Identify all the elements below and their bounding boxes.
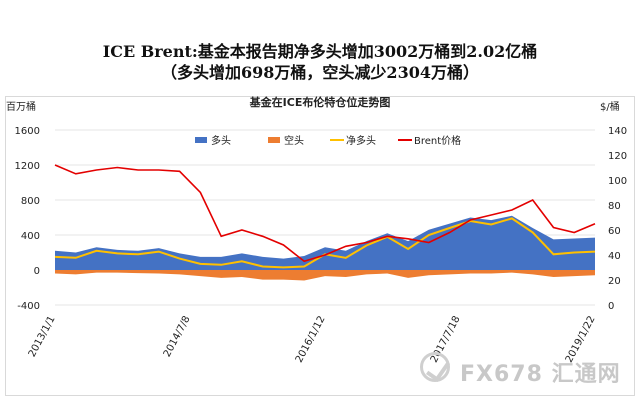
legend-swatch: [195, 137, 207, 143]
headline-line-2: （多头增加698万桶，空头减少2304万桶）: [161, 63, 479, 82]
right-tick-label: 140: [608, 126, 627, 137]
legend: 多头 空头 净多头 Brent价格: [195, 134, 461, 147]
watermark-logo-icon: [420, 352, 450, 382]
right-axis-unit: $/桶: [600, 100, 620, 113]
right-tick-label: 40: [608, 251, 621, 262]
right-tick-label: 20: [608, 276, 621, 287]
left-tick-label: 400: [21, 231, 40, 242]
legend-label: 多头: [211, 134, 231, 147]
left-axis-unit: 百万桶: [6, 100, 36, 113]
brent-price-line: [54, 164, 596, 263]
headline-line-1: ICE Brent:基金本报告期净多头增加3002万桶到2.02亿桶: [102, 42, 538, 61]
legend-swatch: [268, 137, 280, 143]
right-tick-label: 80: [608, 201, 621, 212]
long-position-area: [55, 215, 595, 270]
left-tick-label: 0: [34, 266, 40, 277]
legend-label: 净多头: [346, 134, 376, 147]
right-tick-label: 100: [608, 176, 627, 187]
right-tick-label: 120: [608, 151, 627, 162]
left-tick-label: -400: [17, 301, 40, 312]
legend-label: Brent价格: [414, 134, 461, 147]
right-tick-label: 60: [608, 226, 621, 237]
watermark: FX678 汇通网: [420, 350, 630, 392]
watermark-brand: FX678 汇通网: [460, 362, 621, 387]
short-position-area: [55, 270, 595, 281]
plot-area: [54, 164, 596, 281]
left-tick-label: 800: [21, 196, 40, 207]
x-tick-label: 2016/1/12: [294, 314, 328, 364]
left-tick-label: 1200: [15, 161, 40, 172]
chart-title: 基金在ICE布伦特仓位走势图: [249, 95, 391, 109]
legend-label: 空头: [284, 134, 304, 147]
x-tick-label: 2013/1/1: [27, 314, 58, 359]
left-tick-label: 1600: [15, 126, 40, 137]
x-tick-label: 2014/7/8: [162, 314, 193, 359]
right-tick-label: 0: [608, 301, 614, 312]
